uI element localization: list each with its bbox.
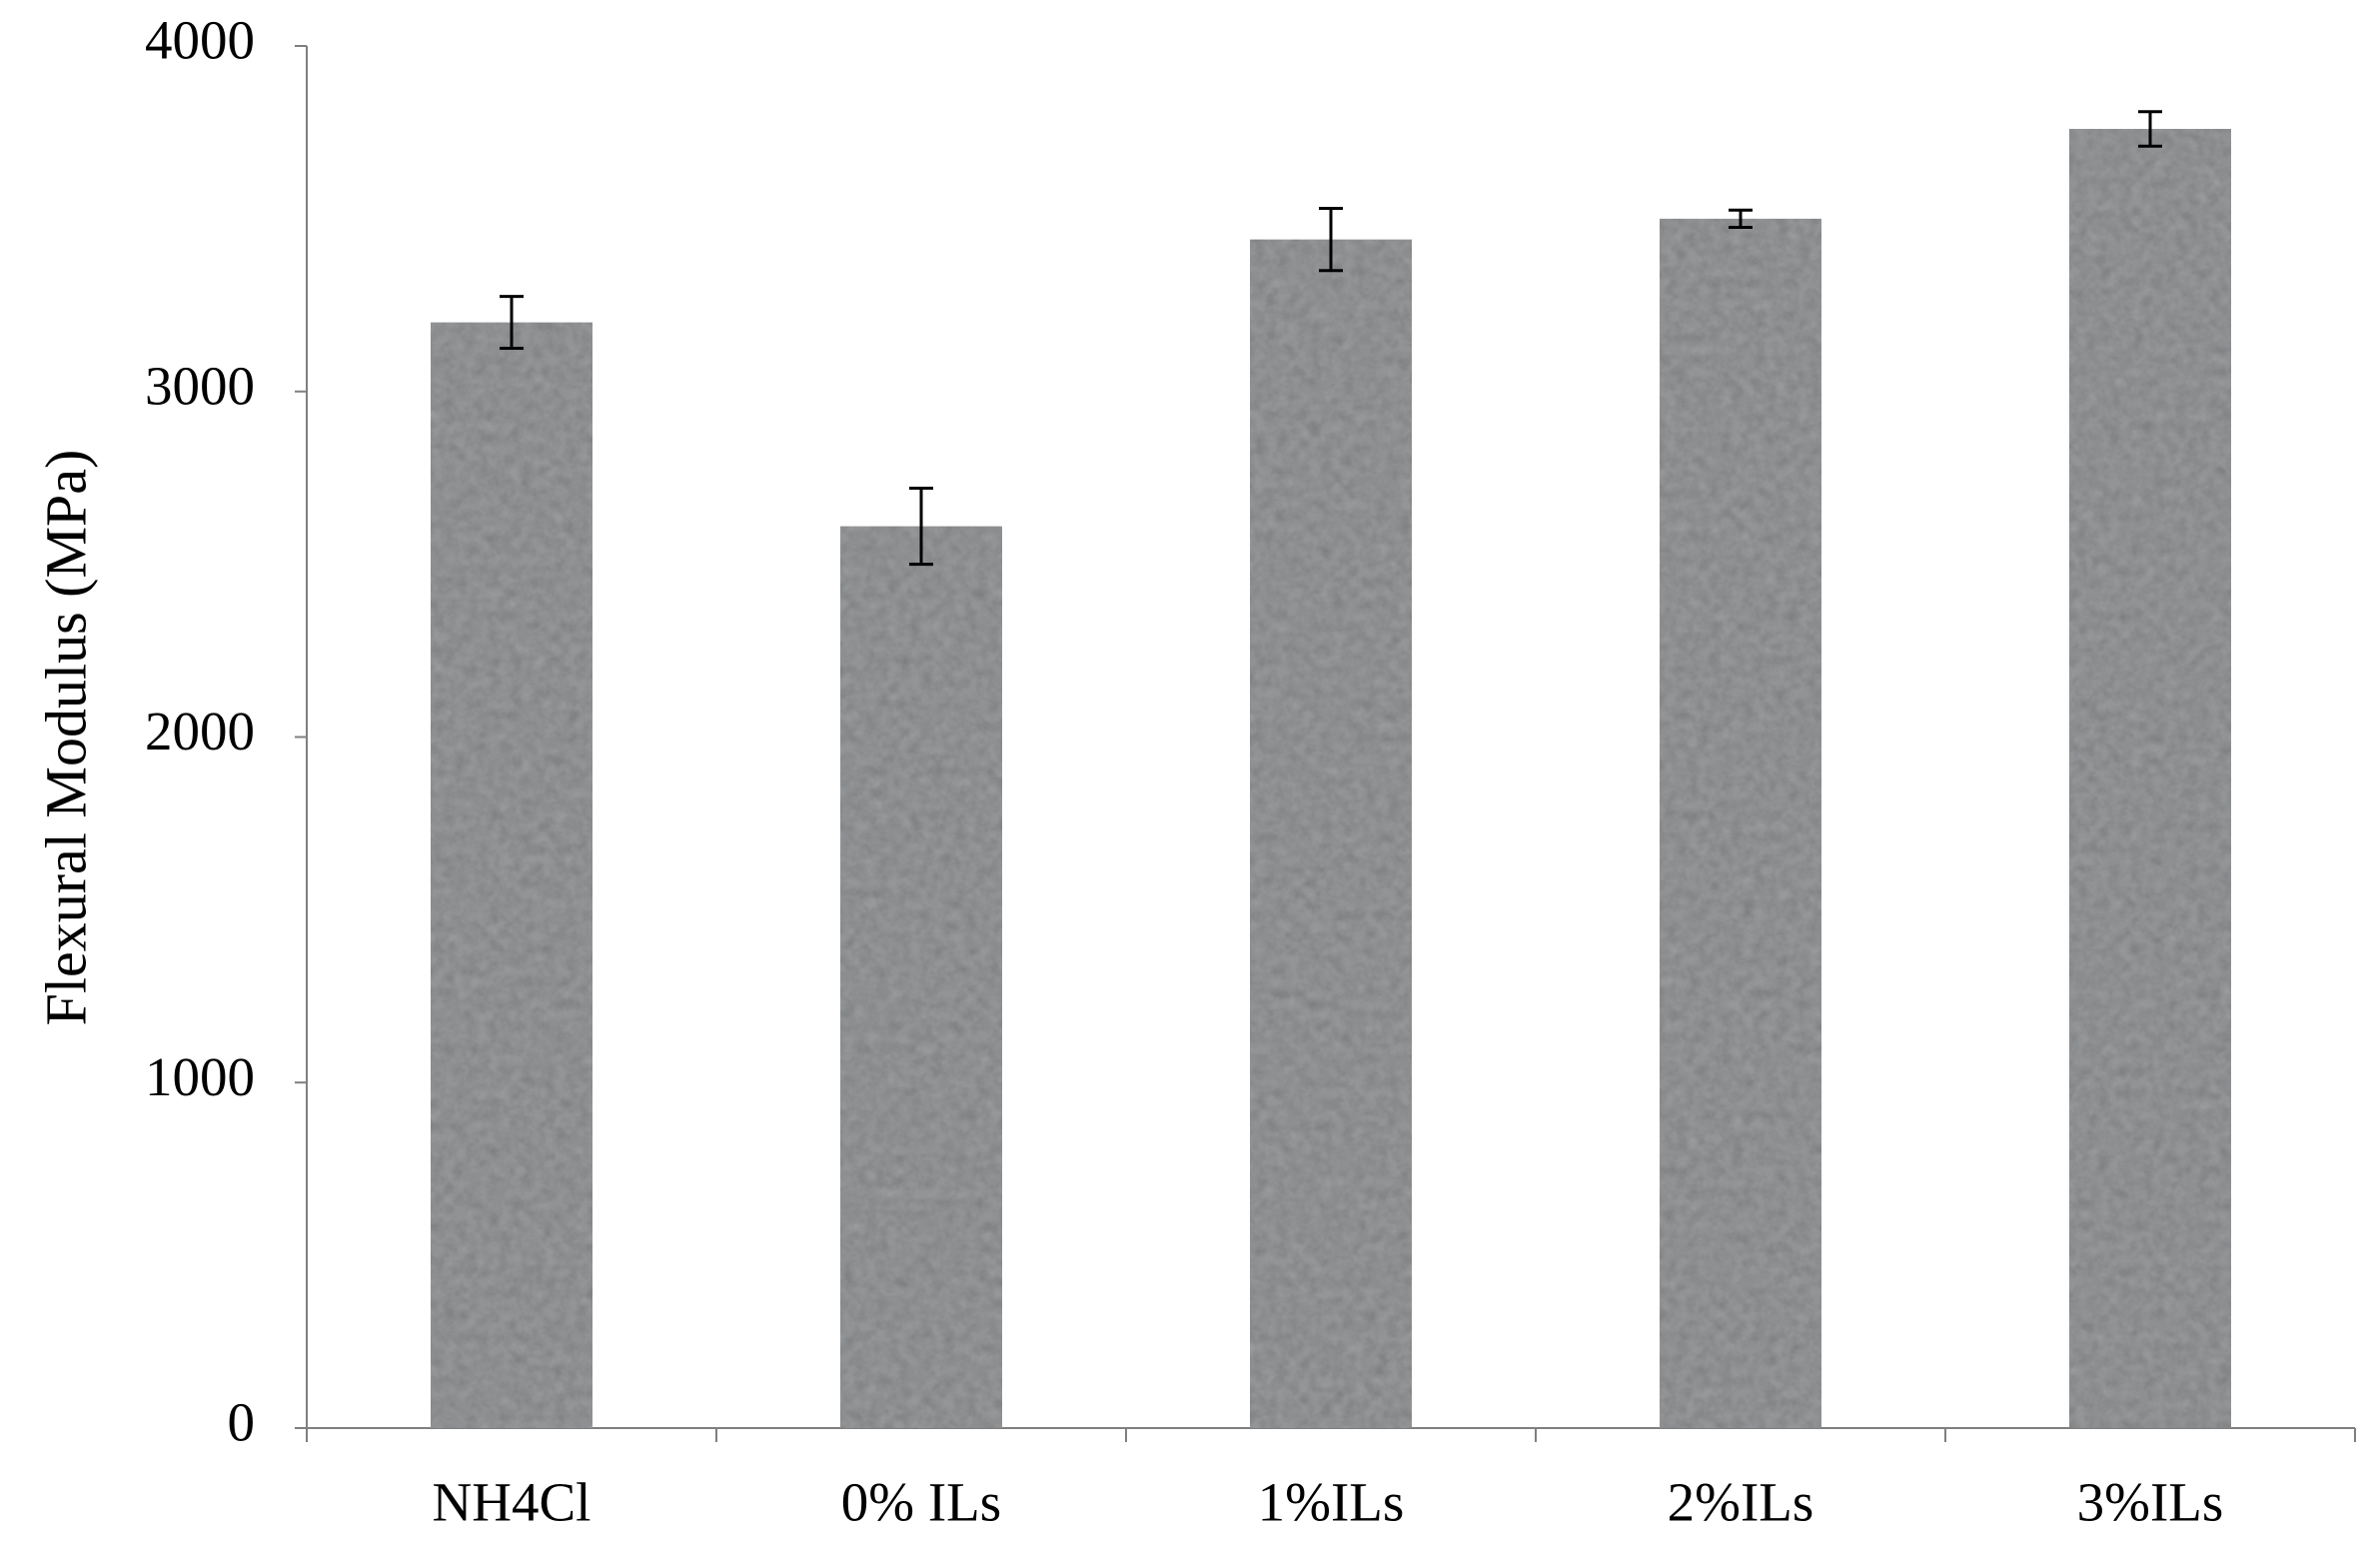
error-bar: [2138, 110, 2162, 148]
y-tick-label: 1000: [145, 1046, 255, 1107]
bar: [1660, 218, 1821, 1428]
x-tick-label: 3%ILs: [2077, 1472, 2224, 1533]
y-tick-label: 3000: [145, 355, 255, 416]
error-bar: [1319, 207, 1343, 273]
error-bar: [1729, 208, 1753, 230]
error-bar: [909, 487, 933, 567]
x-tick-label: 1%ILs: [1258, 1472, 1405, 1533]
bar: [431, 322, 593, 1429]
y-axis-label: Flexural Modulus (MPa): [33, 450, 98, 1026]
x-tick-label: 0% ILs: [841, 1472, 1001, 1533]
y-tick-label: 4000: [145, 10, 255, 71]
bar: [1250, 239, 1412, 1428]
y-tick-label: 0: [228, 1392, 256, 1453]
bar: [2069, 128, 2231, 1429]
x-tick-label: 2%ILs: [1668, 1472, 1814, 1533]
bar: [840, 526, 1002, 1428]
y-tick-label: 2000: [145, 701, 255, 762]
error-bar: [500, 295, 524, 351]
x-tick-label: NH4Cl: [433, 1472, 592, 1533]
